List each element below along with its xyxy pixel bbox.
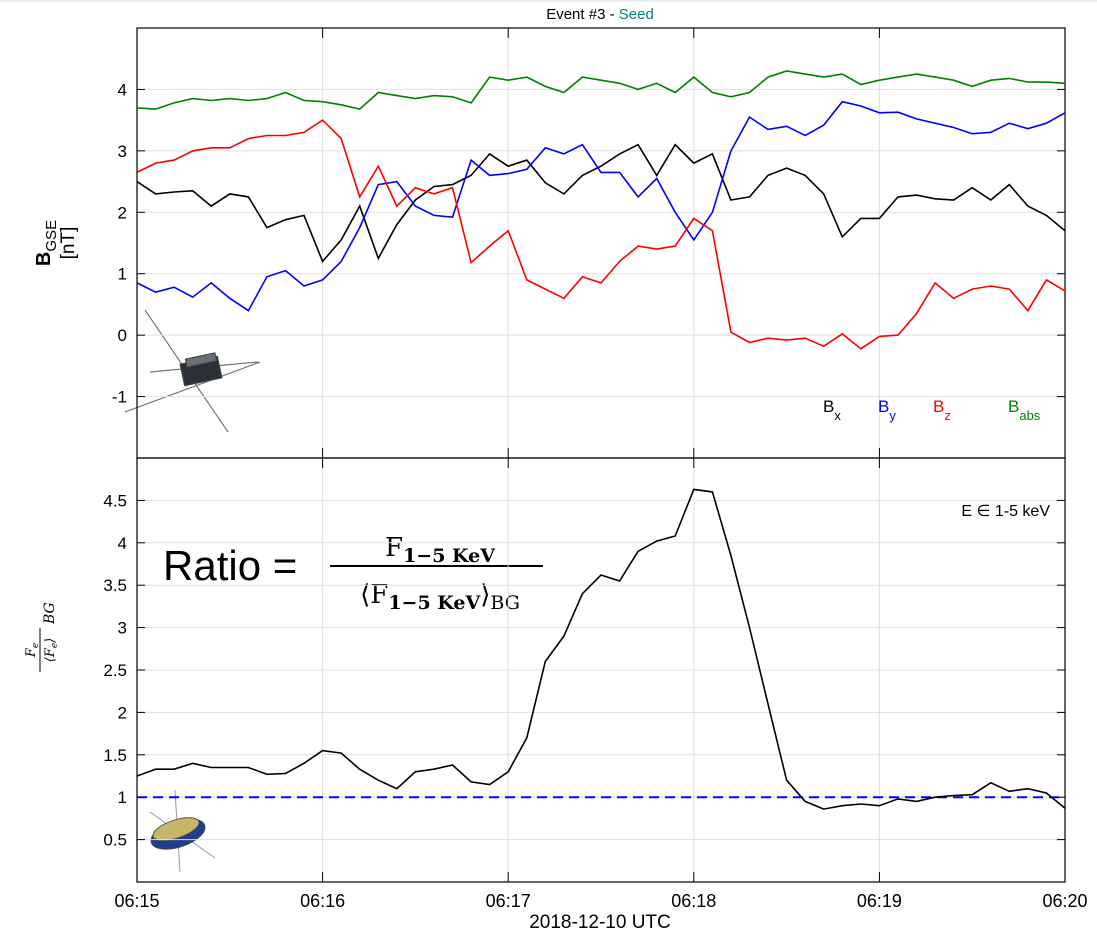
y-tick-label: 3.5 <box>103 576 127 595</box>
legend-subscript: z <box>944 408 951 423</box>
legend-name: B <box>823 397 834 416</box>
y-tick-label: -1 <box>112 388 127 407</box>
data-line <box>136 488 1066 810</box>
legend-subscript: y <box>889 408 896 423</box>
y-label-den-sub: e <box>50 643 60 648</box>
y-label-num-sub: e <box>31 643 41 648</box>
formula-lhs: Ratio = <box>163 542 297 589</box>
y-axis-label: BGSE <box>33 220 60 266</box>
panel: 4.5 4 3.5 3 2.5 2 1.5 1 0.5 06:15 06:16 06:17 06:18 0… <box>103 457 1088 911</box>
y-tick-label: 2 <box>118 703 127 722</box>
formula-num: F1−5 KeV <box>385 533 496 567</box>
formula-den-close: ⟩ <box>480 580 490 610</box>
y-label-main: B <box>33 252 55 266</box>
title-tag: Seed <box>619 6 654 23</box>
y-label-den-text: ⟨F <box>43 647 58 662</box>
y-tick-label: 2.5 <box>103 661 127 680</box>
data-line <box>136 143 1066 263</box>
satellite-icon-2 <box>149 789 216 873</box>
legend-name: B <box>1008 397 1019 416</box>
y-label-sub: GSE <box>43 220 60 252</box>
x-tick-label: 06:20 <box>1042 891 1087 911</box>
legend-entry: Bz <box>933 397 951 423</box>
plot-frame <box>136 457 1066 883</box>
formula-num-sub: 1−5 KeV <box>403 545 496 567</box>
data-line <box>136 70 1066 110</box>
y-tick-label: 2 <box>118 203 127 222</box>
y-label-den-close: ⟩ <box>43 638 58 644</box>
y-label-den: ⟨Fe⟩ <box>43 638 60 663</box>
y-tick-label: 1 <box>118 788 127 807</box>
formula-den-sub: 1−5 KeV <box>388 592 481 614</box>
y-tick-label: 1.5 <box>103 746 127 765</box>
legend-entry: Babs <box>1008 397 1041 423</box>
formula-den-tail: BG <box>490 592 520 614</box>
y-tick-label: 4 <box>118 534 127 553</box>
y-tick-label: 0 <box>118 326 127 345</box>
plot-frame <box>136 27 1066 459</box>
y-label-tail: BG <box>42 602 58 625</box>
x-tick-label: 06:16 <box>300 891 345 911</box>
satellite-icon <box>124 309 261 433</box>
y-axis-label-2: Fe ⟨Fe⟩ BG <box>24 602 60 672</box>
x-tick-label: 06:15 <box>114 891 159 911</box>
x-axis-label: 2018-12-10 UTC <box>529 912 671 933</box>
title-text: Event #3 - <box>546 6 614 23</box>
x-tick-label: 06:19 <box>857 891 902 911</box>
y-axis-unit: [nT] <box>58 227 79 260</box>
x-tick-label: 06:18 <box>671 891 716 911</box>
legend-entry: By <box>878 397 896 423</box>
legend-subscript: x <box>834 408 841 423</box>
y-label-num: Fe <box>24 643 41 658</box>
formula-num-text: F <box>385 533 403 563</box>
y-tick-label: 0.5 <box>103 831 127 850</box>
legend-name: B <box>933 397 944 416</box>
y-tick-label: 3 <box>118 142 127 161</box>
legend-subscript: abs <box>1019 408 1040 423</box>
formula-den: ⟨F1−5 KeV⟩BG <box>360 580 520 614</box>
y-tick-label: 4 <box>118 80 127 99</box>
data-line <box>136 100 1066 312</box>
y-label-num-text: F <box>24 647 39 658</box>
y-tick-label: 1 <box>118 265 127 284</box>
chart-title: Event #3 - Seed <box>546 6 654 23</box>
y-tick-label: 4.5 <box>103 491 127 510</box>
data-line <box>136 119 1066 350</box>
formula-den-text: ⟨F <box>360 580 388 610</box>
x-tick-label: 06:17 <box>486 891 531 911</box>
annotation: E ∈ 1-5 keV <box>961 503 1050 520</box>
legend-entry: Bx <box>823 397 841 423</box>
legend-name: B <box>878 397 889 416</box>
y-tick-label: 3 <box>118 619 127 638</box>
